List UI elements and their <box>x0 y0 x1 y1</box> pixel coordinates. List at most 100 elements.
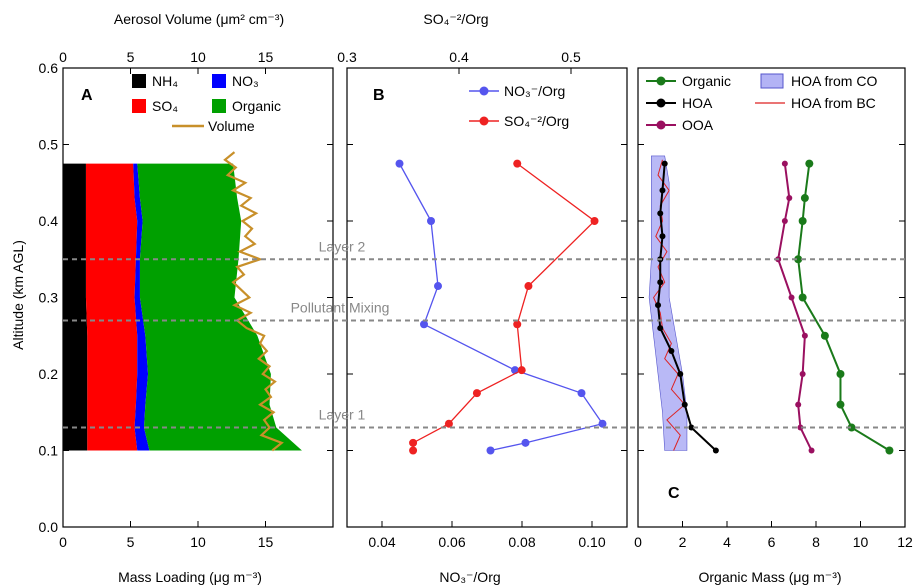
panel-b-top-axis-title: SO₄⁻²/Org <box>423 11 488 27</box>
panel-a: 0 5 10 15 0 5 10 15 0.0 0.1 0.2 0.3 0.4 0.5 0.6 A Aero… <box>39 11 334 585</box>
hoa-point <box>657 210 664 217</box>
x-tick-label: 0 <box>59 534 67 550</box>
x-tick-label: 0.06 <box>438 534 465 550</box>
legend-label-0: NH₄ <box>152 73 178 89</box>
legend-marker-0 <box>656 76 666 86</box>
x-tick-label: 6 <box>768 534 776 550</box>
panel-b-frame <box>346 67 628 528</box>
x-tick-label: 10 <box>853 534 869 550</box>
panel-c-plot-area <box>648 155 894 455</box>
ooa-point <box>801 332 808 339</box>
top-x-tick-label: 0.3 <box>337 49 357 65</box>
panel-c-x-axis-title: Organic Mass (μg m⁻³) <box>698 569 841 585</box>
x-tick-label: 8 <box>812 534 820 550</box>
hoa-point <box>659 233 666 240</box>
top-x-tick-label: 15 <box>258 49 274 65</box>
data-point-b0 <box>598 419 607 428</box>
panel-b: 0.04 0.06 0.08 0.10 0.3 0.4 0.5 B SO₄⁻²/Org NO… <box>337 11 628 585</box>
hoa-point <box>657 279 664 286</box>
layer-label-2: Layer 1 <box>319 407 366 423</box>
data-point-b1 <box>524 282 533 291</box>
top-x-tick-label: 0 <box>59 49 67 65</box>
panel-c: 0 2 4 6 8 10 12 C Organic Mass (μg m⁻³) Organi… <box>634 67 913 585</box>
volume-line <box>223 151 284 452</box>
ooa-point <box>799 371 806 377</box>
y-tick-label: 0.3 <box>39 290 59 306</box>
legend-marker-2 <box>656 98 666 108</box>
x-tick-label: 0.10 <box>578 534 605 550</box>
ooa-point <box>781 160 788 167</box>
panel-c-axes: 0 2 4 6 8 10 12 <box>634 67 913 550</box>
organic-line <box>797 163 890 452</box>
organic-point <box>800 194 809 203</box>
legend-label-4: Volume <box>208 118 255 134</box>
data-point-b0 <box>395 159 404 168</box>
x-tick-label: 10 <box>190 534 206 550</box>
data-point-b1 <box>409 446 418 455</box>
legend-label-3: Organic <box>232 98 281 114</box>
data-point-b0 <box>434 282 442 291</box>
organic-point <box>885 446 894 455</box>
panel-b-x-axis-title: NO₃⁻/Org <box>439 569 500 585</box>
y-axis-title: Altitude (km AGL) <box>10 240 26 350</box>
x-tick-label: 15 <box>258 534 274 550</box>
legend-patch-1 <box>760 73 784 89</box>
hoa-point <box>712 447 719 454</box>
legend-label-4: OOA <box>682 117 714 133</box>
organic-point <box>805 159 814 168</box>
data-point-b1 <box>513 320 522 329</box>
data-point-b1 <box>513 159 522 168</box>
area-so4 <box>85 163 138 451</box>
ooa-point <box>788 294 795 301</box>
data-point-b1 <box>517 366 526 375</box>
legend-label-0: Organic <box>682 73 731 89</box>
organic-point <box>798 293 807 302</box>
hoa-point <box>668 348 675 355</box>
legend-swatch-1 <box>212 74 226 88</box>
data-point-b1 <box>472 389 481 398</box>
organic-point <box>798 217 807 225</box>
legend-swatch-3 <box>212 99 226 113</box>
legend-marker-4 <box>656 120 666 130</box>
ooa-point <box>781 218 788 224</box>
top-x-tick-label: 0.4 <box>449 49 469 65</box>
x-tick-label: 0.08 <box>508 534 535 550</box>
ooa-point <box>795 401 802 408</box>
hoa-co-band <box>648 155 688 451</box>
data-point-b0 <box>521 438 530 447</box>
x-tick-label: 0 <box>634 534 642 550</box>
area-no3 <box>133 163 150 451</box>
legend-label-0: NO₃⁻/Org <box>504 83 565 99</box>
data-point-b0 <box>577 389 586 398</box>
panel-b-letter: B <box>373 87 385 104</box>
organic-point <box>836 400 845 409</box>
organic-point <box>847 423 856 432</box>
legend-label-2: SO₄ <box>152 98 178 114</box>
layer-lines: Layer 2 Pollutant Mixing Layer 1 <box>63 238 905 429</box>
hoa-point <box>659 187 666 194</box>
panel-a-legend: NH₄ NO₃ SO₄ Organic Volume <box>132 73 281 134</box>
x-tick-label: 2 <box>679 534 687 550</box>
y-tick-label: 0.4 <box>39 213 59 229</box>
panel-a-top-axis-title: Aerosol Volume (μm² cm⁻³) <box>114 11 284 27</box>
y-tick-label: 0.1 <box>39 443 59 459</box>
legend-marker-0 <box>479 86 489 96</box>
hoa-point <box>655 302 662 309</box>
x-tick-label: 5 <box>127 534 135 550</box>
legend-label-1: HOA from CO <box>791 73 877 89</box>
organic-point <box>836 370 845 378</box>
top-x-tick-label: 0.5 <box>561 49 581 65</box>
y-tick-label: 0.2 <box>39 366 59 382</box>
panel-b-plot-area <box>395 159 607 455</box>
data-point-b0 <box>420 320 428 329</box>
data-point-b1 <box>590 217 599 225</box>
y-tick-label: 0.6 <box>39 60 59 76</box>
data-point-b0 <box>427 217 435 225</box>
panel-c-frame <box>637 67 906 528</box>
legend-swatch-2 <box>132 99 146 113</box>
area-nh4 <box>63 163 88 451</box>
top-x-tick-label: 5 <box>127 49 135 65</box>
y-tick-label: 0.0 <box>39 519 59 535</box>
panel-b-legend: NO₃⁻/Org SO₄⁻²/Org <box>469 83 569 129</box>
